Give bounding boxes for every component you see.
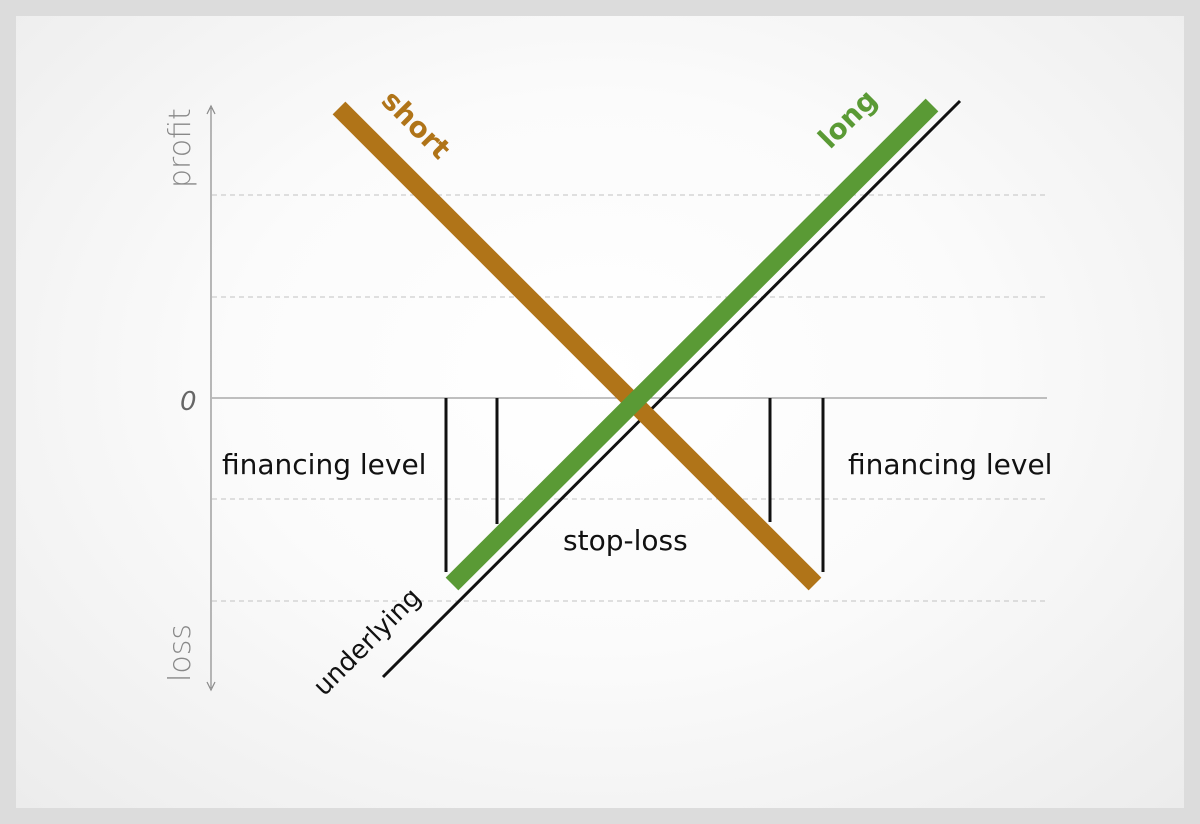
profit-label: profit <box>163 108 198 188</box>
zero-label: 0 <box>180 387 197 417</box>
underlying-label: underlying <box>308 582 427 701</box>
axis-arrow-up-icon <box>206 104 216 115</box>
stop-loss-label: stop-loss <box>563 524 688 557</box>
financing-level-left-label: financing level <box>222 448 426 481</box>
underlying-line <box>381 99 962 679</box>
long-line <box>445 98 939 591</box>
long-label: long <box>812 83 884 155</box>
financing-level-right-label: financing level <box>848 448 1052 481</box>
loss-label: loss <box>163 624 198 682</box>
short-line <box>332 101 822 591</box>
axis-arrow-down-icon <box>206 681 216 692</box>
